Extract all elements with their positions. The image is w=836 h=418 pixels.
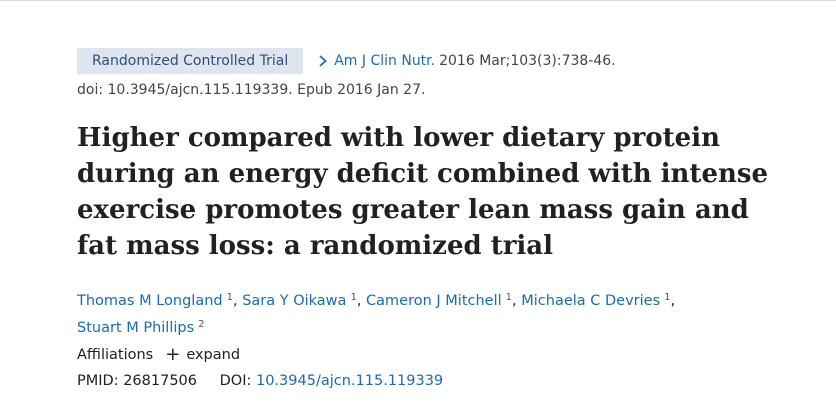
citation: 2016 Mar;103(3):738-46.: [439, 53, 616, 69]
doi-epub-line: doi: 10.3945/ajcn.115.119339. Epub 2016 …: [77, 82, 426, 98]
affiliation-ref[interactable]: 1: [226, 292, 233, 303]
top-divider: [0, 0, 836, 1]
plus-icon: +: [165, 344, 181, 365]
doi-link[interactable]: 10.3945/ajcn.115.119339: [255, 373, 444, 389]
author-link[interactable]: Thomas M Longland: [77, 293, 223, 309]
author-link[interactable]: Cameron J Mitchell: [366, 293, 502, 309]
pmid-value: 26817506: [123, 373, 198, 389]
article-title: Higher compared with lower dietary prote…: [77, 123, 769, 261]
article-meta-row: Randomized Controlled Trial Am J Clin Nu…: [77, 48, 616, 74]
pmid-label: PMID:: [77, 373, 119, 389]
expand-affiliations-button[interactable]: + expand: [165, 344, 241, 365]
affiliation-ref[interactable]: 1: [505, 292, 513, 303]
affiliation-ref[interactable]: 1: [350, 292, 357, 303]
affiliation-ref[interactable]: 1: [664, 292, 671, 303]
doi-label: DOI:: [219, 373, 252, 389]
affiliation-ref[interactable]: 2: [198, 319, 205, 330]
chevron-right-icon: [319, 55, 328, 67]
author-item: Michaela C Devries 1: [521, 292, 671, 309]
author-link[interactable]: Sara Y Oikawa: [242, 293, 347, 309]
journal-name: Am J Clin Nutr.: [334, 53, 436, 69]
author-item: Stuart M Phillips 2: [77, 319, 205, 336]
authors-list: Thomas M Longland 1, Sara Y Oikawa 1, Came…: [77, 292, 676, 336]
author-item: Thomas M Longland 1: [77, 292, 233, 309]
author-item: Cameron J Mitchell 1: [366, 292, 513, 309]
author-link[interactable]: Michaela C Devries: [521, 293, 661, 309]
identifiers-row: PMID: 26817506 DOI: 10.3945/ajcn.115.119…: [77, 373, 443, 389]
expand-label: expand: [186, 347, 241, 363]
affiliations-row: Affiliations + expand: [77, 344, 241, 365]
author-link[interactable]: Stuart M Phillips: [77, 320, 195, 336]
publication-type-badge: Randomized Controlled Trial: [77, 48, 304, 74]
affiliations-label: Affiliations: [77, 347, 154, 363]
journal-link[interactable]: Am J Clin Nutr.: [318, 53, 435, 69]
author-item: Sara Y Oikawa 1: [242, 292, 357, 309]
